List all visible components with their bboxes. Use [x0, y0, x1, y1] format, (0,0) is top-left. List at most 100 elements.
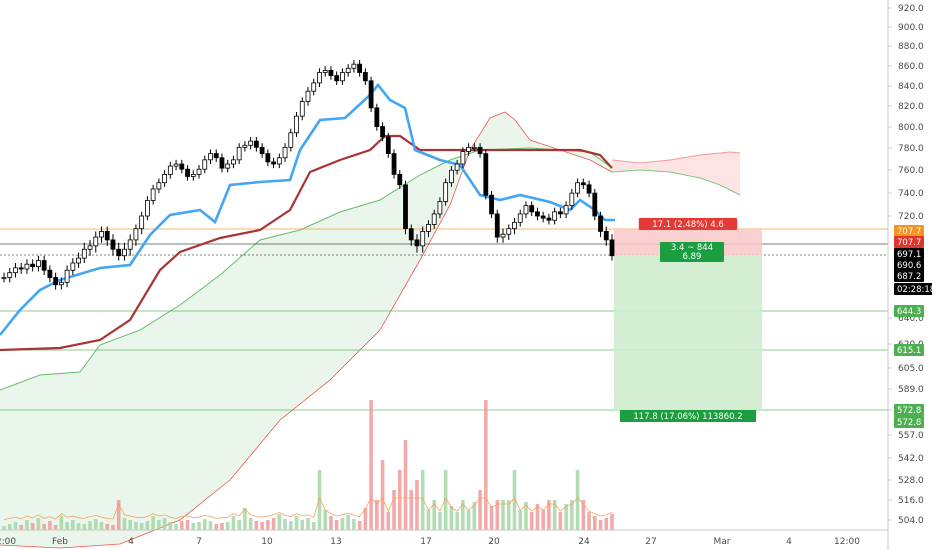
cloud-bullish-area — [0, 112, 612, 548]
x-tick-label: 17 — [420, 537, 431, 547]
volume-bar — [294, 516, 299, 530]
candle-body — [603, 231, 609, 241]
volume-bar — [283, 519, 287, 530]
candle-body — [586, 184, 592, 194]
volume-bar — [168, 522, 173, 530]
x-tick-label: 2:00 — [0, 537, 16, 547]
candle-body — [7, 272, 13, 278]
candle-body — [454, 163, 460, 171]
volume-bar — [472, 502, 477, 530]
volume-bar — [306, 518, 310, 530]
y-tick-label: 900.0 — [898, 23, 924, 33]
candle-body — [368, 80, 374, 109]
price-label-badge — [894, 305, 924, 317]
volume-bar — [501, 500, 505, 530]
candle-body — [58, 281, 64, 286]
candle-body — [517, 213, 523, 223]
volume-bar — [288, 521, 293, 530]
candle-body — [397, 173, 403, 186]
volume-bar — [271, 518, 276, 530]
volume-bar — [185, 520, 190, 530]
x-tick-label: 10 — [261, 537, 273, 547]
risk-badge-text: 17.1 (2.48%) 4.6 — [652, 220, 723, 230]
volume-bar — [484, 400, 488, 530]
risk-badge-box — [638, 218, 738, 230]
x-tick-label: 7 — [196, 537, 202, 547]
tenkan-line — [0, 82, 615, 336]
volume-bar — [53, 525, 58, 530]
volume-bar — [552, 500, 557, 530]
candle-body — [185, 168, 190, 177]
price-label-badge — [894, 270, 924, 282]
candle-body — [317, 72, 322, 84]
volume-bar — [432, 500, 436, 530]
candle-body — [374, 107, 380, 127]
volume-bar — [329, 516, 333, 530]
price-label-text: 707.7 — [897, 238, 921, 248]
candle-body — [288, 132, 294, 148]
volume-bar — [42, 524, 46, 530]
volume-bar — [220, 523, 224, 530]
volume-bar — [139, 523, 144, 530]
candle-body — [87, 245, 93, 250]
candle-body — [598, 215, 603, 232]
volume-bar — [225, 522, 230, 530]
candle-body — [173, 163, 179, 167]
candle-body — [328, 70, 334, 77]
volume-bar — [598, 520, 603, 530]
y-tick-label: 840.0 — [898, 82, 924, 92]
y-tick-label: 557.0 — [898, 431, 924, 441]
volume-bar — [386, 512, 391, 530]
volume-bar — [231, 516, 236, 530]
volume-bar — [420, 470, 425, 530]
volume-bar — [524, 502, 528, 530]
y-tick-label: 860.0 — [898, 62, 924, 72]
candle-body — [408, 228, 414, 241]
candle-body — [466, 146, 472, 152]
volume-bar — [88, 521, 92, 530]
candle-body — [110, 239, 116, 250]
candle-body — [506, 228, 512, 235]
volume-bar — [409, 490, 414, 530]
volume-bar — [541, 510, 545, 530]
volume-bar — [157, 520, 161, 530]
candle-body — [122, 248, 127, 257]
y-tick-label: 720.0 — [898, 212, 924, 222]
volume-bar — [535, 504, 540, 530]
indicator-lines — [0, 82, 615, 352]
candle-body — [208, 153, 213, 161]
volume-bar — [266, 520, 270, 530]
volume-bar — [30, 523, 35, 530]
volume-bar — [369, 400, 373, 530]
x-tick-label: 12:00 — [834, 537, 860, 547]
y-tick-label: 800.0 — [898, 123, 924, 133]
y-tick-label: 589.0 — [898, 385, 924, 395]
candle-body — [70, 262, 76, 271]
price-label-text: 687.2 — [897, 272, 921, 282]
volume-bar — [415, 480, 419, 530]
candle-body — [294, 115, 299, 134]
volume-bar — [7, 524, 12, 530]
volume-bar — [478, 490, 482, 530]
y-tick-label: 780.0 — [898, 144, 924, 154]
price-label-badge — [894, 404, 924, 416]
candle-body — [362, 72, 368, 82]
price-label-text: 02:28:18 — [897, 285, 932, 295]
candle-body — [253, 140, 259, 148]
candle-body — [523, 205, 529, 215]
candle-body — [242, 144, 248, 148]
candle-body — [99, 231, 104, 238]
volume-bar — [277, 514, 282, 530]
candle-body — [259, 146, 265, 155]
volume-bar — [65, 522, 69, 530]
price-label-text: 697.1 — [897, 250, 921, 260]
price-label-badge — [894, 236, 924, 248]
volume-bar — [392, 490, 396, 530]
volume-bar — [19, 525, 24, 530]
x-tick-label: 20 — [488, 537, 500, 547]
volume-bar — [2, 526, 6, 530]
volume-bar — [495, 500, 500, 530]
candle-body — [64, 269, 70, 283]
volume-bar — [375, 500, 379, 530]
